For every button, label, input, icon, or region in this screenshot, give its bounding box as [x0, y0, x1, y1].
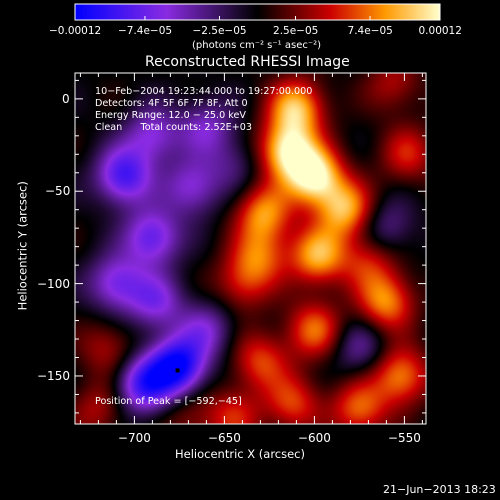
x-tick-label: −650: [207, 431, 241, 445]
heatmap-image: [75, 73, 426, 424]
y-axis-label: Heliocentric Y (arcsec): [15, 181, 30, 311]
colorbar-tick-label: 7.4e−05: [347, 25, 393, 37]
colorbar-tick-label: −2.5e−05: [192, 25, 247, 37]
x-tick-label: −700: [117, 431, 151, 445]
chart-title: Reconstructed RHESSI Image: [145, 54, 350, 70]
colorbar-units: (photons cm⁻² s⁻¹ asec⁻²): [192, 40, 322, 51]
x-tick-label: −600: [297, 431, 331, 445]
y-tick-label: −150: [37, 368, 70, 383]
colorbar-tick-label: −7.4e−05: [117, 25, 173, 37]
colorbar-border: [74, 3, 441, 21]
colorbar-tick-label: 0.00012: [418, 25, 462, 37]
peak-marker: [175, 368, 180, 373]
y-tick-label: 0: [62, 91, 70, 106]
annotation-time: 10−Feb−2004 19:23:44.000 to 19:27:00.000: [95, 86, 313, 97]
y-tick-label: −100: [37, 276, 70, 291]
colorbar-tick-label: 2.5e−05: [273, 25, 319, 37]
peak-position-label: Position of Peak = [−592,−45]: [95, 396, 242, 407]
colorbar-gradient: [75, 4, 440, 20]
annotation-detectors: Detectors: 4F 5F 6F 7F 8F, Att 0: [95, 98, 248, 109]
annotation-energy: Energy Range: 12.0 − 25.0 keV: [95, 110, 246, 121]
footer-date: 21−Jun−2013 18:23: [383, 483, 496, 496]
axis-ticks: [75, 73, 426, 424]
plot-border: [74, 72, 427, 425]
annotation-counts: Clean Total counts: 2.52E+03: [95, 122, 252, 133]
x-axis-label: Heliocentric X (arcsec): [175, 447, 305, 461]
x-tick-label: −550: [387, 431, 421, 445]
colorbar-ticks: [74, 16, 441, 20]
colorbar-tick-label: −0.00012: [49, 25, 102, 37]
y-tick-label: −50: [45, 184, 71, 199]
